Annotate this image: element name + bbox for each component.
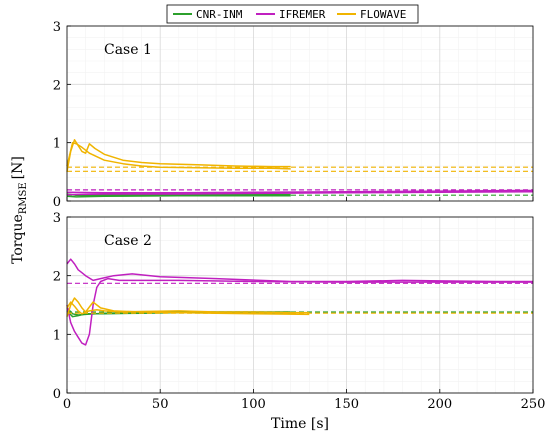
y-axis-label-subscript: RMSE xyxy=(18,182,29,214)
x-tick-label: 200 xyxy=(427,397,452,412)
series-bottom xyxy=(66,258,533,346)
y-tick-label: 1 xyxy=(53,328,61,343)
legend-box xyxy=(166,4,419,24)
axes-frame-top xyxy=(66,25,534,202)
x-tick-label: 100 xyxy=(241,397,266,412)
legend-label-ifremer: IFREMER xyxy=(279,8,326,21)
legend: CNR-INM IFREMER FLOWAVE xyxy=(166,4,419,24)
series-line-ifremer xyxy=(66,189,534,194)
x-tick-label: 0 xyxy=(63,397,71,412)
case-2-annotation: Case 2 xyxy=(104,233,152,249)
x-tick-label: 150 xyxy=(334,397,359,412)
series-line-ifremer xyxy=(66,190,534,196)
series-line-flowave xyxy=(66,141,291,170)
grid-bottom xyxy=(66,216,534,394)
x-axis-label: Time [s] xyxy=(271,416,329,432)
series-line-ifremer xyxy=(66,277,533,346)
y-tick-label: 3 xyxy=(53,20,61,35)
y-axis-label: TorqueRMSE [N] xyxy=(10,156,29,264)
y-tick-label: 0 xyxy=(53,387,61,402)
y-axis-label-main: Torque xyxy=(10,214,26,264)
ticks-bottom: 0 1 2 3 0 50 100 150 200 250 xyxy=(53,211,546,412)
ticks-top: 0 1 2 3 xyxy=(53,20,534,210)
y-axis-label-unit: [N] xyxy=(10,156,26,179)
x-tick-label: 50 xyxy=(152,397,169,412)
series-line-ifremer xyxy=(66,258,533,283)
series-line-flowave xyxy=(66,301,310,316)
y-tick-label: 1 xyxy=(53,137,61,152)
legend-label-cnr-inm: CNR-INM xyxy=(196,8,243,21)
y-tick-label: 2 xyxy=(53,270,61,285)
series-top xyxy=(66,139,534,198)
legend-label-flowave: FLOWAVE xyxy=(360,8,406,21)
y-tick-label: 0 xyxy=(53,195,61,210)
panel-case-1: 0 1 2 3 Case 1 xyxy=(53,20,534,210)
panel-case-2: 0 1 2 3 0 50 100 150 200 250 Case 2 xyxy=(53,211,546,412)
case-1-annotation: Case 1 xyxy=(104,42,152,58)
series-line-cnr-inm xyxy=(66,195,291,198)
axes-frame-bottom xyxy=(66,216,534,394)
series-line-flowave xyxy=(66,297,310,317)
y-tick-label: 2 xyxy=(53,78,61,93)
series-line-flowave xyxy=(66,139,291,172)
y-tick-label: 3 xyxy=(53,211,61,226)
x-tick-label: 250 xyxy=(521,397,546,412)
